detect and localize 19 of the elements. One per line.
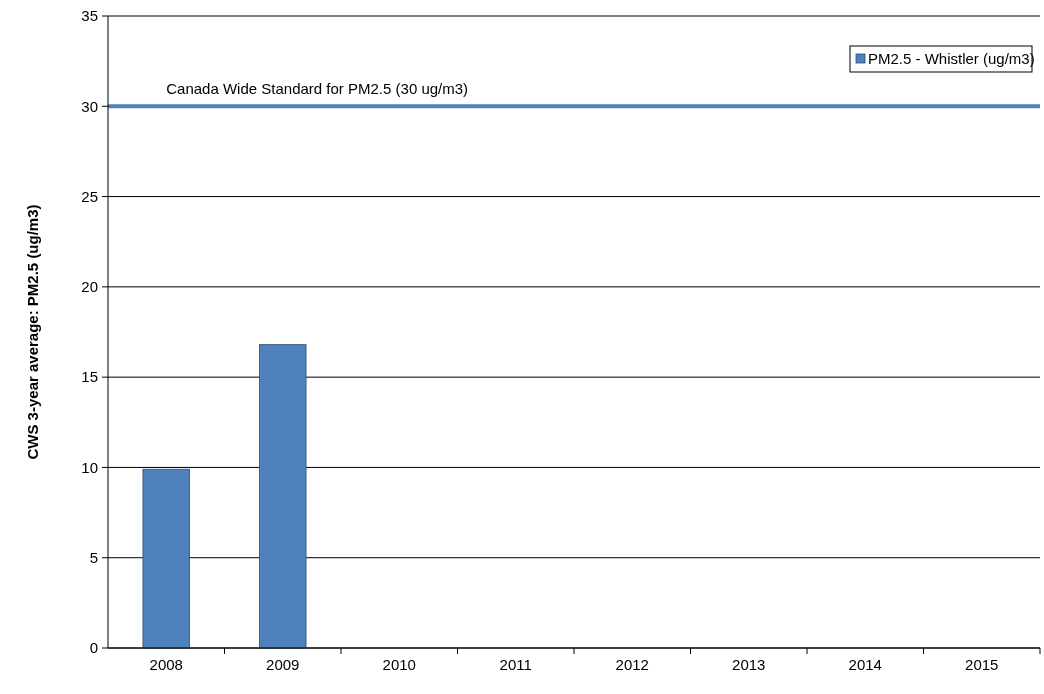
y-tick-label: 20 bbox=[81, 278, 98, 296]
x-tick-label: 2010 bbox=[382, 656, 416, 673]
x-tick-label: 2015 bbox=[965, 656, 999, 673]
y-tick-label: 25 bbox=[81, 187, 98, 205]
y-tick-label: 10 bbox=[81, 458, 98, 476]
legend-label: PM2.5 - Whistler (ug/m3) bbox=[868, 50, 1035, 68]
y-tick-label: 30 bbox=[81, 97, 98, 115]
x-tick-label: 2008 bbox=[149, 656, 183, 673]
x-tick-label: 2014 bbox=[848, 656, 882, 673]
y-tick-label: 5 bbox=[89, 548, 98, 566]
y-tick-label: 0 bbox=[89, 639, 98, 657]
y-tick-label: 15 bbox=[81, 368, 98, 386]
y-axis-title: CWS 3-year average: PM2.5 (ug/m3) bbox=[24, 204, 41, 460]
y-tick-label: 35 bbox=[81, 7, 98, 25]
x-tick-label: 2013 bbox=[732, 656, 766, 673]
ref-line-label: Canada Wide Standard for PM2.5 (30 ug/m3) bbox=[166, 80, 469, 98]
x-tick-label: 2011 bbox=[499, 656, 532, 673]
x-tick-label: 2012 bbox=[615, 656, 649, 673]
x-tick-label: 2009 bbox=[266, 656, 300, 673]
